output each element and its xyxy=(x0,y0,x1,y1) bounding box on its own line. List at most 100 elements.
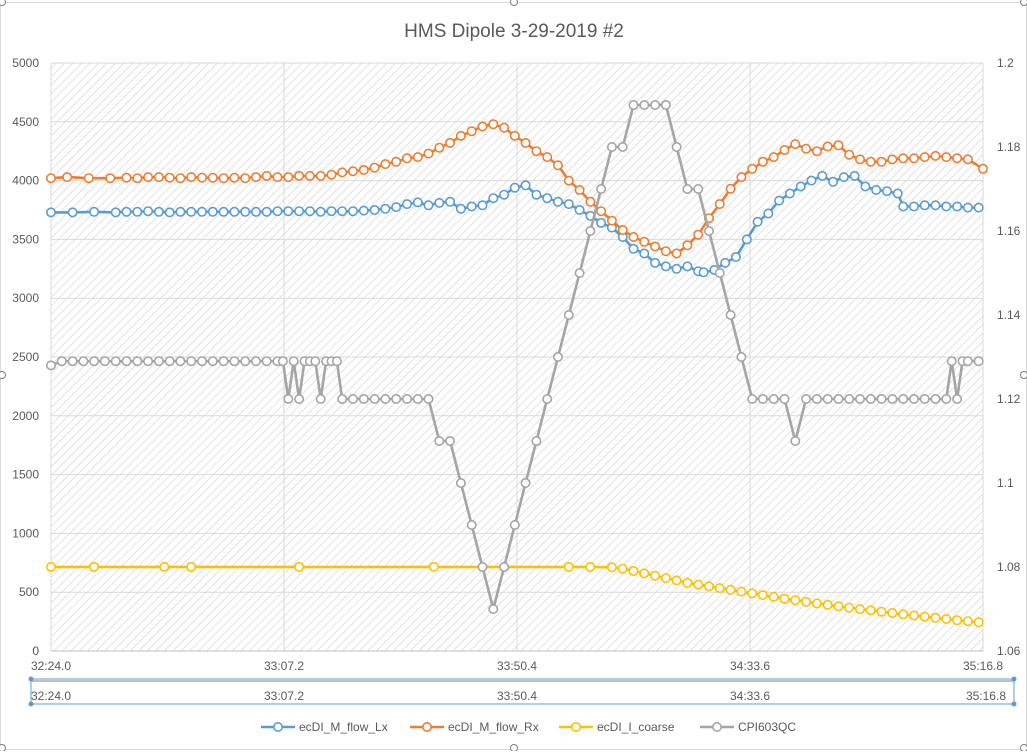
data-point xyxy=(586,227,594,235)
data-point xyxy=(101,357,109,365)
secondary-x-axis-tick-label: 34:33.6 xyxy=(730,689,770,703)
data-point xyxy=(861,182,869,190)
data-point xyxy=(964,203,972,211)
data-point xyxy=(726,311,734,319)
data-point xyxy=(521,139,529,147)
data-point xyxy=(209,174,217,182)
data-point xyxy=(813,147,821,155)
data-point xyxy=(511,521,519,529)
data-point xyxy=(133,174,141,182)
data-point xyxy=(619,226,627,234)
legend-label: ecDI_M_flow_Lx xyxy=(299,720,388,734)
legend-item: ecDI_I_coarse xyxy=(559,720,675,734)
right-axis-ticks: 1.061.081.11.121.141.161.181.2 xyxy=(997,56,1021,658)
data-point xyxy=(241,357,249,365)
chart-resize-handle[interactable] xyxy=(511,0,518,6)
data-point xyxy=(381,395,389,403)
data-point xyxy=(478,122,486,130)
data-point xyxy=(662,247,670,255)
chart-resize-handle[interactable] xyxy=(1021,372,1027,379)
legend: ecDI_M_flow_Lx ecDI_M_flow_Rx ecDI_I_coars… xyxy=(261,720,796,734)
data-point xyxy=(468,202,476,210)
data-point xyxy=(424,395,432,403)
data-point xyxy=(306,172,314,180)
chart-resize-handle[interactable] xyxy=(1021,745,1027,752)
axis-selection-handle[interactable] xyxy=(1012,677,1017,682)
data-point xyxy=(640,249,648,257)
data-point xyxy=(263,357,271,365)
data-point xyxy=(883,187,891,195)
data-point xyxy=(824,601,832,609)
secondary-x-axis-tick-label: 33:07.2 xyxy=(264,689,304,703)
data-point xyxy=(931,395,939,403)
data-point xyxy=(532,147,540,155)
data-point xyxy=(284,207,292,215)
data-point xyxy=(845,151,853,159)
data-point xyxy=(133,208,141,216)
data-point xyxy=(608,563,616,571)
right-axis-tick-label: 1.1 xyxy=(997,476,1014,490)
data-point xyxy=(338,395,346,403)
chart-resize-handle[interactable] xyxy=(0,372,6,379)
data-point xyxy=(381,205,389,213)
data-point xyxy=(921,395,929,403)
data-point xyxy=(867,395,875,403)
data-point xyxy=(500,124,508,132)
left-axis-tick-label: 4500 xyxy=(12,115,39,129)
data-point xyxy=(311,357,319,365)
axis-selection-handle[interactable] xyxy=(1012,702,1017,707)
data-point xyxy=(155,357,163,365)
data-point xyxy=(780,395,788,403)
data-point xyxy=(813,395,821,403)
data-point xyxy=(273,207,281,215)
data-point xyxy=(263,172,271,180)
data-point xyxy=(198,208,206,216)
chart-resize-handle[interactable] xyxy=(0,745,6,752)
data-point xyxy=(317,172,325,180)
data-point xyxy=(629,233,637,241)
data-point xyxy=(953,202,961,210)
data-point xyxy=(743,235,751,243)
data-point xyxy=(877,158,885,166)
data-point xyxy=(651,572,659,580)
data-point xyxy=(931,201,939,209)
left-axis-tick-label: 2000 xyxy=(12,409,39,423)
axis-selection-handle[interactable] xyxy=(29,677,34,682)
data-point xyxy=(921,201,929,209)
data-point xyxy=(694,231,702,239)
chart-resize-handle[interactable] xyxy=(0,0,6,6)
data-point xyxy=(619,143,627,151)
data-point xyxy=(975,203,983,211)
data-point xyxy=(953,154,961,162)
legend-label: ecDI_M_flow_Rx xyxy=(448,720,539,734)
legend-marker xyxy=(423,723,431,731)
x-axis-tick-label: 34:33.6 xyxy=(730,659,770,673)
data-point xyxy=(856,155,864,163)
data-point xyxy=(597,207,605,215)
data-point xyxy=(489,120,497,128)
chart-resize-handle[interactable] xyxy=(1021,0,1027,6)
data-point xyxy=(770,395,778,403)
data-point xyxy=(360,395,368,403)
data-point xyxy=(85,174,93,182)
data-point xyxy=(187,357,195,365)
data-point xyxy=(430,563,438,571)
secondary-x-axis-tick-label: 33:50.4 xyxy=(497,689,537,703)
data-point xyxy=(856,605,864,613)
data-point xyxy=(575,206,583,214)
left-axis-tick-label: 1000 xyxy=(12,526,39,540)
data-point xyxy=(317,208,325,216)
data-point xyxy=(877,608,885,616)
data-point xyxy=(424,201,432,209)
data-point xyxy=(807,176,815,184)
data-point xyxy=(241,208,249,216)
chart-resize-handle[interactable] xyxy=(511,745,518,752)
data-point xyxy=(554,353,562,361)
data-point xyxy=(942,202,950,210)
data-point xyxy=(753,218,761,226)
data-point xyxy=(187,173,195,181)
data-point xyxy=(112,208,120,216)
